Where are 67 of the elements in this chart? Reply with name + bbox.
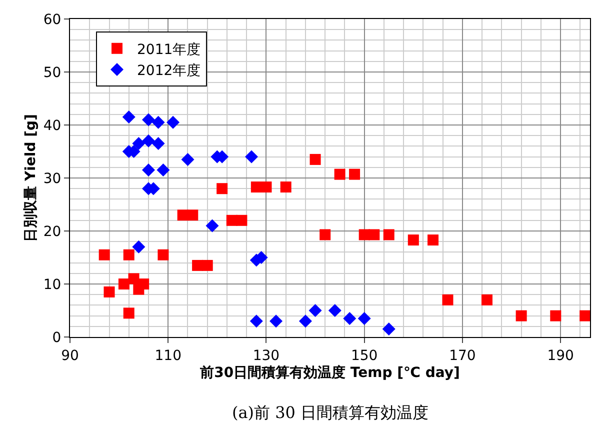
point (280, 182, 292, 193)
point (442, 294, 454, 306)
x-tick-label: 170 (449, 348, 476, 364)
point (308, 304, 322, 317)
x-tick-label: 130 (252, 348, 280, 364)
point (123, 308, 134, 319)
text: (a)前 30 日間積算有効温度 (232, 403, 429, 422)
legend-label: 2011年度 (137, 42, 201, 58)
point (128, 273, 140, 284)
point (118, 278, 130, 290)
point (408, 234, 419, 246)
point (192, 260, 204, 271)
legend-label: 2012年度 (137, 62, 201, 79)
point (202, 260, 213, 271)
point (142, 113, 155, 126)
point (158, 249, 169, 260)
x-tick-label: 150 (350, 348, 378, 364)
x-tick-label: 90 (61, 348, 79, 364)
point (550, 310, 562, 322)
point (187, 210, 198, 221)
point (310, 154, 321, 165)
point (236, 214, 248, 226)
y-tick-label: 50 (43, 64, 62, 81)
point (250, 314, 263, 328)
point (481, 294, 492, 306)
point (104, 286, 115, 298)
point (166, 116, 180, 129)
y-tick-label: 0 (52, 330, 62, 346)
point (142, 134, 155, 148)
y-tick-label: 20 (43, 224, 62, 240)
point (516, 310, 527, 322)
point (298, 314, 312, 328)
point (132, 240, 146, 254)
x-axis-title: 前30日間積算有効温度 Temp [℃ day] (199, 364, 460, 382)
point (358, 312, 371, 325)
point (245, 150, 258, 164)
y-tick-label: 60 (43, 12, 62, 28)
point (334, 168, 346, 180)
y-axis-title: 日別収量 Yield [g] (22, 114, 39, 242)
point (181, 152, 194, 166)
point (122, 110, 136, 124)
point (132, 137, 146, 150)
point (98, 249, 110, 260)
point (123, 249, 134, 260)
x-tick-label: 190 (547, 348, 574, 364)
point (152, 137, 165, 150)
point (328, 304, 342, 317)
point (206, 219, 219, 232)
point (368, 229, 380, 240)
y-tick-label: 40 (43, 118, 62, 134)
point (428, 234, 439, 246)
point (580, 310, 590, 322)
point (383, 229, 394, 240)
y-tick-label: 30 (43, 170, 62, 187)
point (343, 312, 356, 325)
point (270, 314, 283, 328)
point (349, 168, 360, 180)
y-tick-label: 10 (43, 276, 62, 293)
point (320, 229, 331, 240)
point (156, 164, 170, 177)
point (382, 322, 396, 336)
point (152, 116, 165, 129)
x-tick-label: 110 (154, 348, 182, 364)
point (216, 183, 228, 194)
point (142, 164, 155, 177)
point (260, 182, 272, 193)
point (138, 278, 150, 290)
